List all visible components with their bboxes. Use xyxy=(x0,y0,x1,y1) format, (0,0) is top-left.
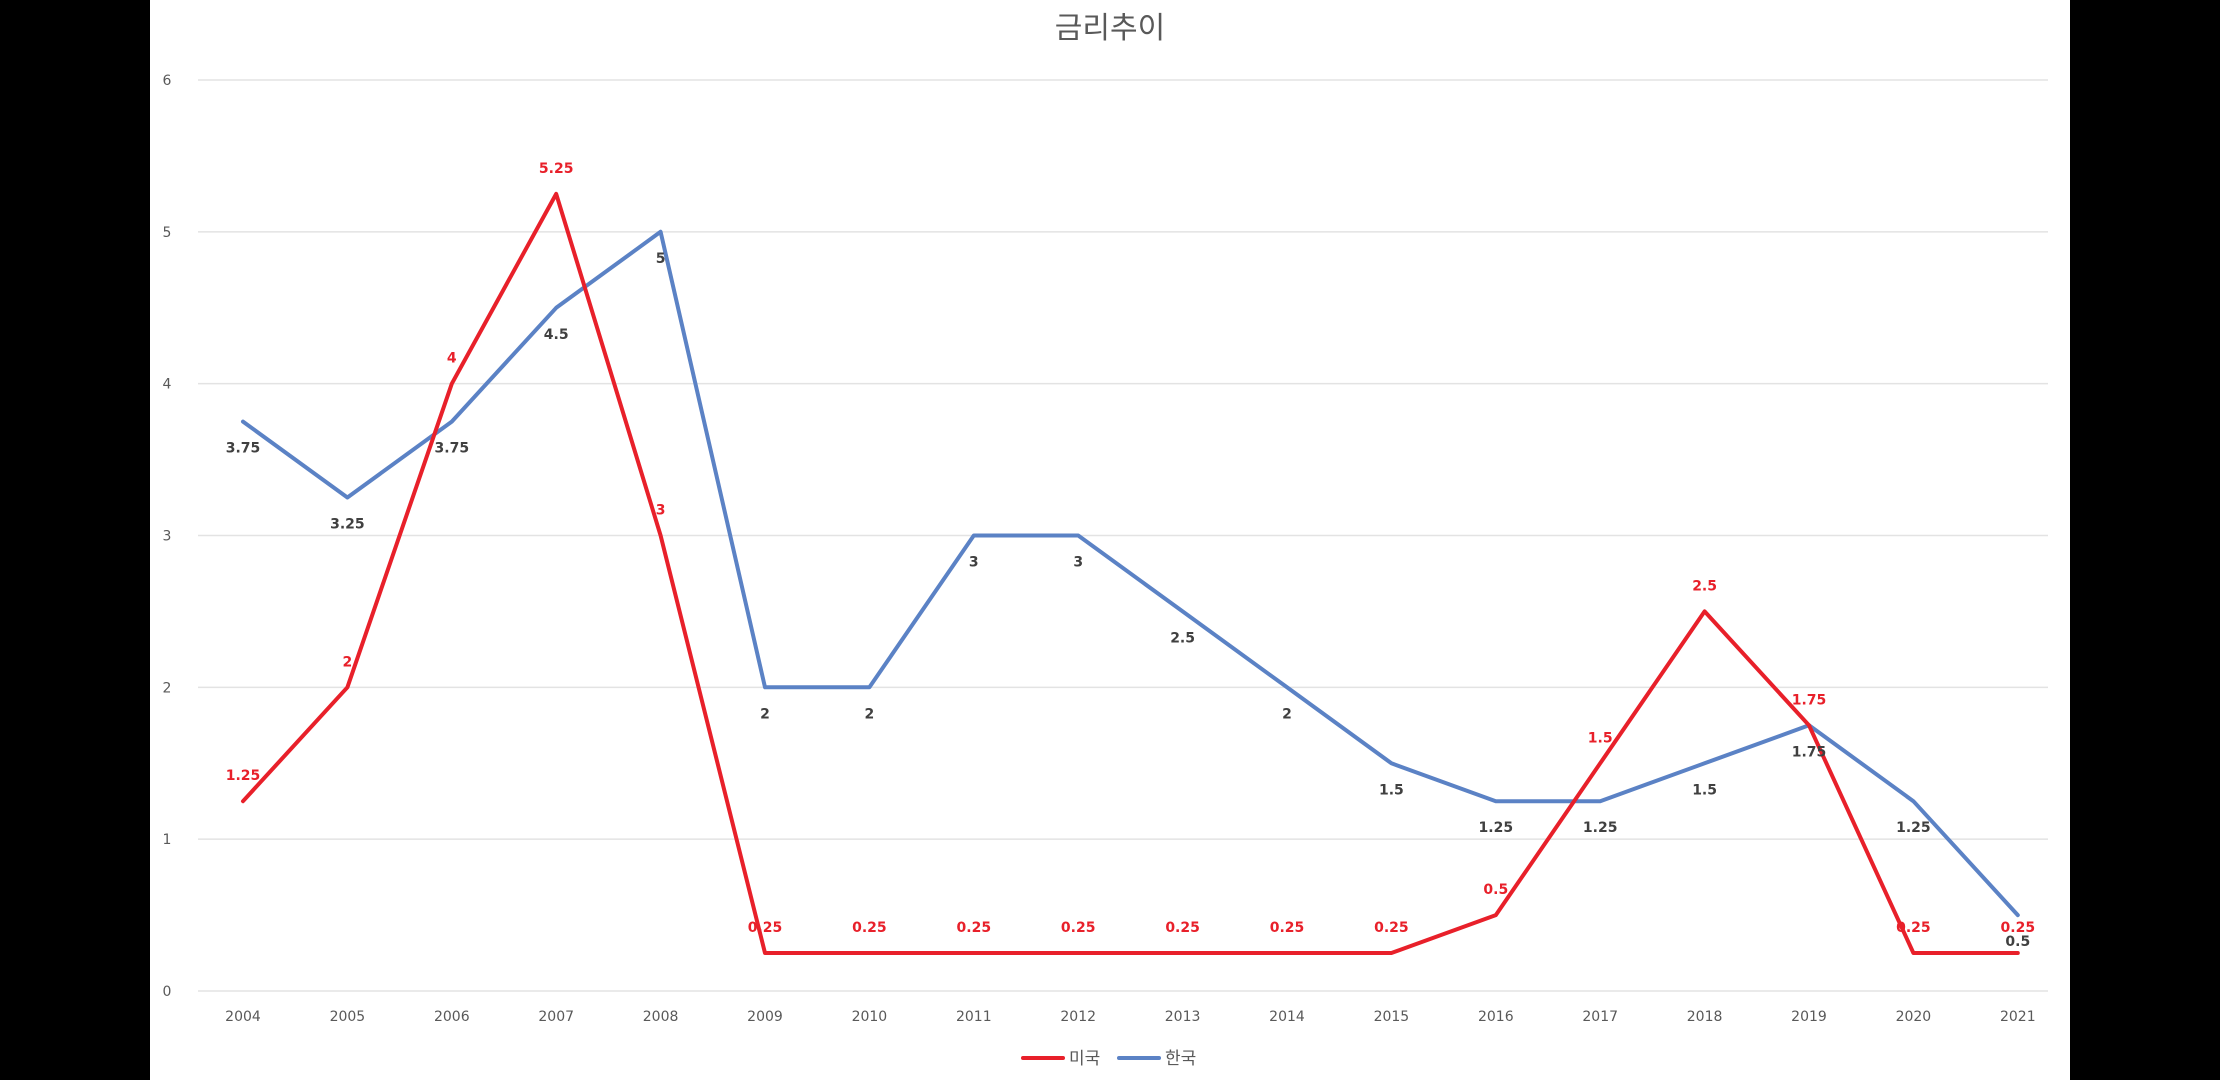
series-lines xyxy=(241,191,2020,955)
y-tick-label: 5 xyxy=(163,225,172,241)
y-tick-label: 2 xyxy=(163,680,172,696)
x-tick-label: 2017 xyxy=(1582,1009,1618,1025)
data-label-us: 0.5 xyxy=(1483,882,1508,898)
data-label-us: 1.25 xyxy=(226,768,261,784)
x-tick-label: 2011 xyxy=(956,1009,992,1025)
data-label-us: 0.25 xyxy=(852,920,887,936)
x-tick-label: 2021 xyxy=(2000,1009,2036,1025)
x-tick-label: 2005 xyxy=(330,1009,366,1025)
line-chart: 금리추이 0 1 2 3 4 5 6 2004 2005 2006 2007 2008 2009 201… xyxy=(163,11,2048,1069)
x-tick-label: 2018 xyxy=(1687,1009,1723,1025)
series-line-us xyxy=(241,191,2020,955)
data-label-kr: 2 xyxy=(760,706,770,722)
x-tick-label: 2006 xyxy=(434,1009,470,1025)
data-label-us: 0.25 xyxy=(1165,920,1200,936)
x-tick-label: 2007 xyxy=(538,1009,574,1025)
chart-title: 금리추이 xyxy=(1055,11,1165,46)
data-label-us: 0.25 xyxy=(748,920,783,936)
chart-panel: 금리추이 0 1 2 3 4 5 6 2004 2005 2006 2007 2008 2009 201… xyxy=(150,0,2070,1080)
data-label-us: 0.25 xyxy=(957,920,992,936)
data-label-kr: 5 xyxy=(656,251,666,267)
data-label-us: 0.25 xyxy=(1374,920,1409,936)
data-label-kr: 2 xyxy=(1282,706,1292,722)
data-label-us: 1.75 xyxy=(1792,692,1827,708)
data-label-us: 2 xyxy=(343,654,353,670)
x-tick-label: 2008 xyxy=(643,1009,679,1025)
x-tick-label: 2010 xyxy=(852,1009,888,1025)
series-line-kr xyxy=(241,229,2020,918)
x-tick-label: 2015 xyxy=(1374,1009,1410,1025)
x-tick-label: 2004 xyxy=(225,1009,261,1025)
y-tick-label: 1 xyxy=(163,832,172,848)
data-label-us: 0.25 xyxy=(1270,920,1305,936)
x-tick-label: 2019 xyxy=(1791,1009,1827,1025)
y-tick-label: 6 xyxy=(163,73,172,89)
x-tick-label: 2014 xyxy=(1269,1009,1305,1025)
data-label-kr: 1.25 xyxy=(1896,820,1931,836)
x-tick-label: 2020 xyxy=(1896,1009,1932,1025)
data-label-us: 2.5 xyxy=(1692,578,1717,594)
data-label-us: 0.25 xyxy=(1061,920,1096,936)
data-label-kr: 3.75 xyxy=(435,441,470,457)
data-label-kr: 1.5 xyxy=(1692,782,1717,798)
y-tick-label: 3 xyxy=(163,529,172,545)
gridlines xyxy=(198,79,2048,992)
x-tick-label: 2016 xyxy=(1478,1009,1514,1025)
x-tick-label: 2012 xyxy=(1060,1009,1096,1025)
data-label-us: 5.25 xyxy=(539,161,574,177)
data-label-kr: 1.25 xyxy=(1479,820,1514,836)
data-label-us: 3 xyxy=(656,503,666,519)
data-label-kr: 2 xyxy=(865,706,875,722)
data-label-us: 4 xyxy=(447,351,457,367)
legend-label: 한국 xyxy=(1165,1049,1196,1069)
data-label-kr: 3 xyxy=(1073,555,1083,571)
y-axis-tick-labels: 0 1 2 3 4 5 6 xyxy=(163,73,172,1000)
data-label-kr: 3 xyxy=(969,555,979,571)
data-label-kr: 1.5 xyxy=(1379,782,1404,798)
x-tick-label: 2013 xyxy=(1165,1009,1201,1025)
data-label-kr: 3.75 xyxy=(226,441,261,457)
data-label-kr: 2.5 xyxy=(1170,630,1195,646)
data-label-kr: 1.25 xyxy=(1583,820,1618,836)
y-tick-label: 4 xyxy=(163,377,172,393)
data-label-kr: 4.5 xyxy=(544,327,569,343)
data-label-kr: 0.5 xyxy=(2005,934,2030,950)
y-tick-label: 0 xyxy=(163,984,172,1000)
legend-label: 미국 xyxy=(1069,1049,1100,1069)
x-axis-tick-labels: 2004 2005 2006 2007 2008 2009 2010 2011 2012 2013… xyxy=(225,1009,2035,1025)
data-label-kr: 1.75 xyxy=(1792,744,1827,760)
data-label-kr: 3.25 xyxy=(330,517,365,533)
data-label-us: 0.25 xyxy=(1896,920,1931,936)
data-label-us: 0.25 xyxy=(2001,920,2036,936)
legend: 미국 한국 xyxy=(1021,1049,1196,1069)
x-tick-label: 2009 xyxy=(747,1009,783,1025)
data-label-us: 1.5 xyxy=(1588,730,1613,746)
